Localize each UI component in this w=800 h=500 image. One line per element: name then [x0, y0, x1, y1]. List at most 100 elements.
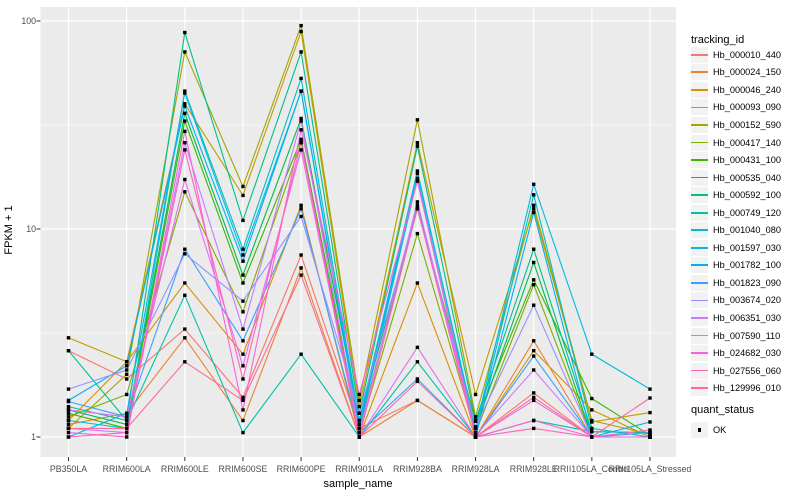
data-point — [66, 418, 71, 423]
data-point — [532, 354, 536, 358]
data-point — [66, 387, 71, 391]
legend-item-Hb_007590_110: Hb_007590_110 — [691, 327, 781, 345]
data-point — [66, 349, 71, 353]
legend-label: Hb_001823_090 — [713, 277, 781, 288]
data-point — [299, 89, 303, 93]
legend-line-swatch — [691, 282, 708, 284]
legend-item-Hb_000431_100: Hb_000431_100 — [691, 151, 781, 169]
data-point — [590, 418, 594, 423]
data-point — [241, 418, 245, 423]
data-point — [241, 339, 245, 343]
data-point — [648, 410, 652, 415]
data-point — [183, 30, 187, 35]
data-point — [299, 148, 303, 152]
data-point — [183, 148, 187, 152]
legend: tracking_id Hb_000010_440 Hb_000024_150 Hb… — [691, 0, 800, 500]
data-point — [415, 179, 420, 183]
legend-key — [691, 204, 708, 221]
legend-line-swatch — [691, 141, 708, 144]
legend-line-swatch — [691, 71, 708, 74]
legend-line-swatch — [691, 124, 708, 126]
legend-item-Hb_003674_020: Hb_003674_020 — [691, 292, 781, 310]
data-point — [125, 415, 129, 419]
data-point — [473, 415, 478, 419]
data-point — [241, 395, 245, 400]
data-point — [299, 50, 303, 54]
data-point — [66, 336, 71, 340]
panel-background — [40, 7, 676, 457]
data-point — [357, 430, 361, 435]
legend-label-ok: OK — [713, 424, 727, 435]
data-point — [299, 352, 303, 356]
legend-item-Hb_001040_080: Hb_001040_080 — [691, 221, 781, 239]
data-point — [125, 360, 129, 364]
data-point — [590, 426, 594, 431]
x-tick-label-RRIM928BA: RRIM928BA — [392, 464, 442, 474]
legend-label: Hb_001782_100 — [713, 260, 781, 271]
data-point — [183, 119, 187, 123]
data-point — [125, 430, 129, 435]
data-point — [648, 396, 652, 400]
data-point — [241, 193, 245, 198]
legend-item-Hb_027556_060: Hb_027556_060 — [691, 362, 781, 380]
x-tick-label-RRIM600LE: RRIM600LE — [160, 464, 209, 474]
data-point — [66, 411, 71, 415]
data-point — [532, 349, 536, 353]
x-tick-label-RRIM600SE: RRIM600SE — [218, 464, 268, 474]
legend-item-Hb_000592_100: Hb_000592_100 — [691, 186, 781, 204]
legend-key — [691, 327, 708, 344]
legend-key — [691, 134, 708, 151]
legend-line-swatch — [691, 211, 708, 214]
data-point — [648, 433, 652, 437]
data-point — [532, 210, 536, 215]
data-point — [241, 218, 245, 223]
legend-key — [691, 46, 708, 63]
x-tick-label-RRIM600PE: RRIM600PE — [276, 464, 326, 474]
data-point — [357, 404, 361, 409]
data-point — [66, 435, 71, 439]
data-point — [590, 396, 594, 401]
data-point — [183, 102, 187, 106]
data-point — [183, 50, 187, 54]
data-point — [648, 430, 652, 435]
legend-line-swatch — [691, 229, 708, 232]
x-tick-label-RRIM928LA: RRIM928LA — [451, 464, 500, 474]
data-point — [183, 104, 187, 108]
data-point — [532, 426, 536, 431]
legend-line-swatch — [691, 317, 708, 319]
legend-label: Hb_007590_110 — [713, 330, 781, 341]
data-point — [241, 398, 245, 403]
data-point — [415, 206, 420, 210]
legend-label: Hb_000431_100 — [713, 155, 781, 166]
legend-key — [691, 116, 708, 133]
legend-line-swatch — [691, 387, 708, 389]
data-point — [241, 299, 245, 303]
data-point — [532, 207, 536, 211]
data-point — [473, 430, 478, 435]
data-point — [125, 372, 129, 377]
legend-key — [691, 64, 708, 81]
data-point — [357, 422, 361, 427]
data-point — [66, 399, 71, 404]
data-point — [125, 435, 129, 439]
data-point — [241, 377, 245, 381]
legend-label: Hb_000749_120 — [713, 207, 781, 218]
data-point — [532, 260, 536, 265]
data-point — [648, 428, 652, 432]
legend-item-Hb_006351_030: Hb_006351_030 — [691, 309, 781, 327]
legend-item-Hb_000010_440: Hb_000010_440 — [691, 46, 781, 64]
data-point — [299, 266, 303, 270]
legend-title-tracking-id: tracking_id — [691, 34, 745, 46]
legend-label: Hb_027556_060 — [713, 365, 781, 376]
data-point — [241, 184, 245, 189]
data-point — [183, 141, 187, 145]
legend-key — [691, 292, 708, 309]
data-point — [66, 430, 71, 435]
legend-line-swatch — [691, 334, 708, 337]
legend-label: Hb_006351_030 — [713, 312, 781, 323]
data-point — [415, 345, 420, 349]
legend-line-swatch — [691, 159, 708, 161]
x-axis-title: sample_name — [323, 478, 393, 490]
data-point — [125, 422, 129, 427]
